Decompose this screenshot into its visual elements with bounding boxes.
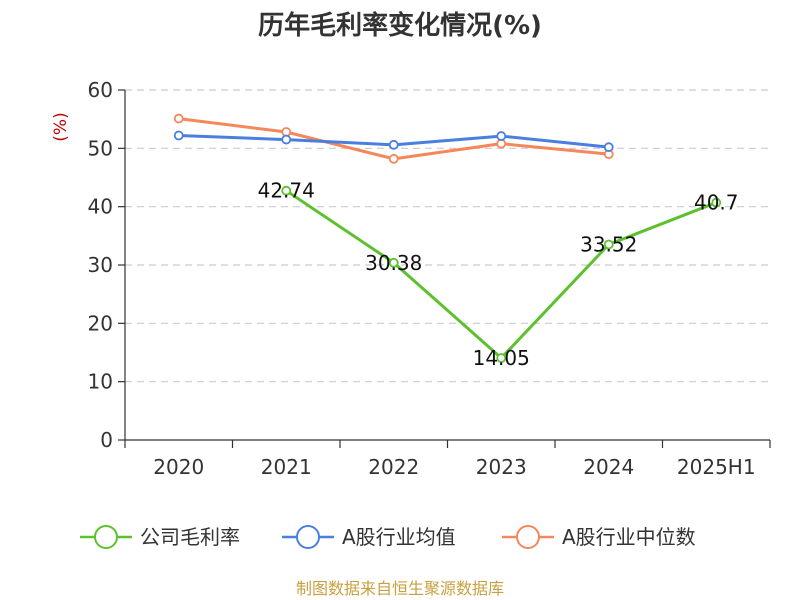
legend-item: A股行业中位数 — [502, 525, 696, 549]
data-point — [496, 131, 507, 141]
legend-swatch-marker — [94, 525, 118, 549]
data-point — [388, 257, 399, 268]
plot-area — [173, 113, 722, 363]
x-tick-label: 2022 — [368, 455, 419, 479]
series-line — [284, 189, 718, 360]
y-axis-label: (%) — [51, 112, 71, 141]
y-tick-label: 40 — [88, 195, 113, 219]
data-point — [173, 130, 184, 141]
legend-label: A股行业均值 — [342, 525, 456, 549]
y-tick-label: 30 — [88, 253, 113, 277]
legend-label: A股行业中位数 — [562, 525, 696, 549]
source-note: 制图数据来自恒生聚源数据库 — [296, 579, 504, 598]
data-label: 14.05 — [473, 346, 530, 370]
y-tick-label: 10 — [88, 370, 113, 394]
x-tick-label: 2021 — [261, 455, 312, 479]
data-point — [281, 185, 292, 196]
chart-title: 历年毛利率变化情况(%) — [258, 10, 542, 41]
data-label: 40.7 — [694, 191, 739, 215]
legend-label: 公司毛利率 — [140, 525, 240, 549]
legend-swatch-marker — [296, 525, 320, 549]
data-point — [388, 153, 399, 164]
y-tick-label: 50 — [88, 136, 113, 160]
legend-item: 公司毛利率 — [80, 525, 240, 549]
y-tick-label: 0 — [100, 428, 113, 452]
legend: 公司毛利率 A股行业均值 A股行业中位数 — [80, 525, 696, 549]
x-tick-label: 2020 — [153, 455, 204, 479]
data-labels: 42.74 30.38 14.05 33.52 40.7 — [258, 179, 739, 370]
data-point — [603, 142, 614, 153]
gridlines — [125, 89, 770, 383]
data-point — [603, 239, 614, 250]
data-point — [388, 139, 399, 150]
y-tick-label: 60 — [88, 78, 113, 102]
x-tick-label: 2024 — [583, 455, 634, 479]
data-point — [711, 197, 722, 208]
data-label: 42.74 — [258, 179, 315, 203]
data-point — [496, 353, 507, 363]
legend-item: A股行业均值 — [282, 525, 456, 549]
data-point — [173, 113, 184, 124]
data-point — [281, 134, 292, 145]
x-tick-label: 2023 — [476, 455, 527, 479]
data-label: 33.52 — [580, 232, 637, 256]
data-label: 30.38 — [365, 251, 422, 275]
y-tick-label: 20 — [88, 311, 113, 335]
axes: 0 10 20 30 40 50 60 2020 2021 2022 2023 2024 2025H1 — [88, 78, 771, 479]
legend-swatch-marker — [516, 525, 540, 549]
x-tick-label: 2025H1 — [677, 455, 756, 479]
